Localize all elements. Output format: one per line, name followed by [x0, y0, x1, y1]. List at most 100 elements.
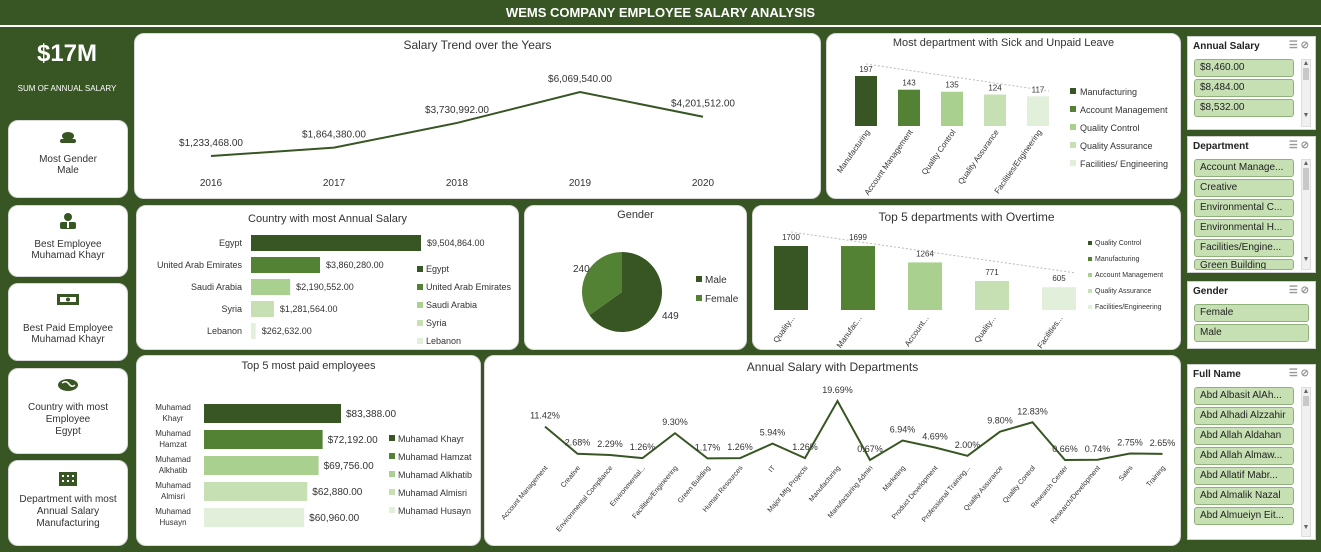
multi-select-icon[interactable]: ☰: [1288, 368, 1298, 379]
chart-title: Salary Trend over the Years: [403, 38, 552, 52]
slicer-scrollbar[interactable]: ▲ ▼: [1301, 387, 1311, 537]
chart-title: Most department with Sick and Unpaid Lea…: [892, 37, 1115, 49]
data-label: 2.68%: [565, 438, 591, 448]
legend-swatch: [1070, 106, 1076, 112]
data-label: 6.94%: [890, 425, 916, 435]
slicer-item[interactable]: Abd Allatif Mabr...: [1194, 467, 1294, 485]
x-tick-label: 2018: [446, 178, 469, 189]
slicer-item[interactable]: Environmental C...: [1194, 199, 1294, 217]
x-tick-label: Account Management: [863, 127, 915, 197]
multi-select-icon[interactable]: ☰: [1288, 285, 1298, 296]
clear-filter-icon[interactable]: ⊘: [1300, 368, 1309, 379]
kpi-total-salary: $17M SUM OF ANNUAL SALARY: [8, 36, 126, 106]
slicer-title: Full Name: [1193, 369, 1241, 380]
legend-label: Female: [705, 294, 739, 305]
data-label: 197: [859, 65, 873, 74]
slicer-item[interactable]: Abd Allah Aldahan: [1194, 427, 1294, 445]
card-country-most-employee: Country with most Employee Egypt: [8, 368, 128, 454]
slicer-item[interactable]: Environmental H...: [1194, 219, 1294, 237]
bar: [1042, 287, 1076, 310]
x-tick-label: 2019: [569, 178, 592, 189]
legend-label: Quality Control: [1095, 240, 1142, 247]
building-icon: [59, 472, 77, 486]
slicer-item[interactable]: $8,460.00: [1194, 59, 1294, 77]
bar: [941, 91, 963, 126]
clear-filter-icon[interactable]: ⊘: [1300, 285, 1309, 296]
slicer-item[interactable]: Facilities/Engine...: [1194, 239, 1294, 257]
slicer-item[interactable]: Female: [1194, 304, 1309, 322]
y-tick-label: Husayn: [159, 518, 186, 527]
slicer-item[interactable]: Abd Almalik Nazal: [1194, 487, 1294, 505]
x-tick-label: Creative: [560, 465, 582, 490]
legend-label: Egypt: [426, 264, 450, 274]
clear-filter-icon[interactable]: ⊘: [1300, 40, 1309, 51]
data-label: $2,190,552.00: [296, 282, 354, 292]
slicer-item[interactable]: Male: [1194, 324, 1309, 342]
x-tick-label: 2016: [200, 178, 223, 189]
bar: [251, 235, 421, 251]
slicer-scrollbar[interactable]: ▲ ▼: [1301, 159, 1311, 270]
clear-filter-icon[interactable]: ⊘: [1300, 140, 1309, 151]
data-label: 2.00%: [955, 440, 981, 450]
y-tick-label: Muhamad: [155, 429, 191, 438]
data-label: $69,756.00: [324, 461, 374, 472]
data-label: 9.30%: [662, 417, 688, 427]
card-line1: Best Paid Employee: [22, 323, 114, 334]
chart-title: Top 5 most paid employees: [241, 360, 376, 372]
bar: [774, 246, 808, 310]
legend-label: Lebanon: [426, 336, 461, 346]
slicer-item[interactable]: Abd Alhadi Alzzahir: [1194, 407, 1294, 425]
data-label: 124: [988, 84, 1002, 93]
y-tick-label: Syria: [221, 304, 242, 314]
bar: [841, 246, 875, 310]
panel-sick-leave: Most department with Sick and Unpaid Lea…: [826, 33, 1181, 199]
slicer-item[interactable]: $8,532.00: [1194, 99, 1294, 117]
x-tick-label: Quality Control: [920, 128, 958, 177]
globe-icon: [58, 379, 78, 391]
data-label: 2.75%: [1117, 438, 1143, 448]
dashboard-title: WEMS COMPANY EMPLOYEE SALARY ANALYSIS: [0, 0, 1321, 27]
card-line1: Best Employee: [34, 239, 102, 250]
slicer-annual-salary: Annual Salary ☰ ⊘ $8,460.00 $8,484.00 $8,…: [1187, 36, 1316, 130]
legend-label: Syria: [426, 318, 447, 328]
card-most-gender: Most Gender Male: [8, 120, 128, 198]
card-line1: Most Gender: [39, 154, 97, 165]
legend-swatch: [1088, 273, 1092, 277]
slicer-item[interactable]: Green Building: [1194, 259, 1294, 270]
legend-swatch: [1088, 241, 1092, 245]
legend-swatch: [417, 284, 423, 290]
y-tick-label: Muhamad: [155, 507, 191, 516]
employee-icon: [60, 213, 76, 229]
slicer-item[interactable]: Creative: [1194, 179, 1294, 197]
slicer-item[interactable]: $8,484.00: [1194, 79, 1294, 97]
data-label: 1.26%: [727, 442, 753, 452]
y-tick-label: Egypt: [219, 238, 243, 248]
bar: [984, 94, 1006, 126]
multi-select-icon[interactable]: ☰: [1288, 40, 1298, 51]
country-salary-chart: Egypt $9,504,864.00 United Arab Emirates $3…: [157, 235, 512, 346]
bar: [855, 76, 877, 126]
data-label: 1.26%: [792, 442, 818, 452]
chart-title: Top 5 departments with Overtime: [878, 210, 1055, 224]
slicer-scrollbar[interactable]: ▲ ▼: [1301, 59, 1311, 127]
x-tick-label: Marketing: [882, 465, 907, 493]
data-label: 605: [1052, 274, 1066, 283]
slicer-item[interactable]: Abd Albasit AlAh...: [1194, 387, 1294, 405]
slicer-item[interactable]: Account Manage...: [1194, 159, 1294, 177]
bar: [251, 301, 274, 317]
bar: [908, 262, 942, 310]
bar: [975, 280, 1009, 310]
legend-label: Muhamad Hamzat: [398, 452, 472, 462]
slicer-item[interactable]: Abd Allah Almaw...: [1194, 447, 1294, 465]
slicer-item[interactable]: Abd Almueiyn Eit...: [1194, 507, 1294, 525]
data-label: $72,192.00: [328, 435, 378, 446]
y-tick-label: Lebanon: [207, 326, 242, 336]
y-tick-label: Alkhatib: [159, 466, 188, 475]
legend-label: Manufacturing: [1095, 256, 1139, 263]
multi-select-icon[interactable]: ☰: [1288, 140, 1298, 151]
legend-swatch: [1088, 289, 1092, 293]
legend-label: Quality Assurance: [1095, 288, 1152, 295]
pie-slice-male: [589, 252, 662, 332]
y-tick-label: Muhamad: [155, 481, 191, 490]
data-label: 0.66%: [1052, 444, 1078, 454]
